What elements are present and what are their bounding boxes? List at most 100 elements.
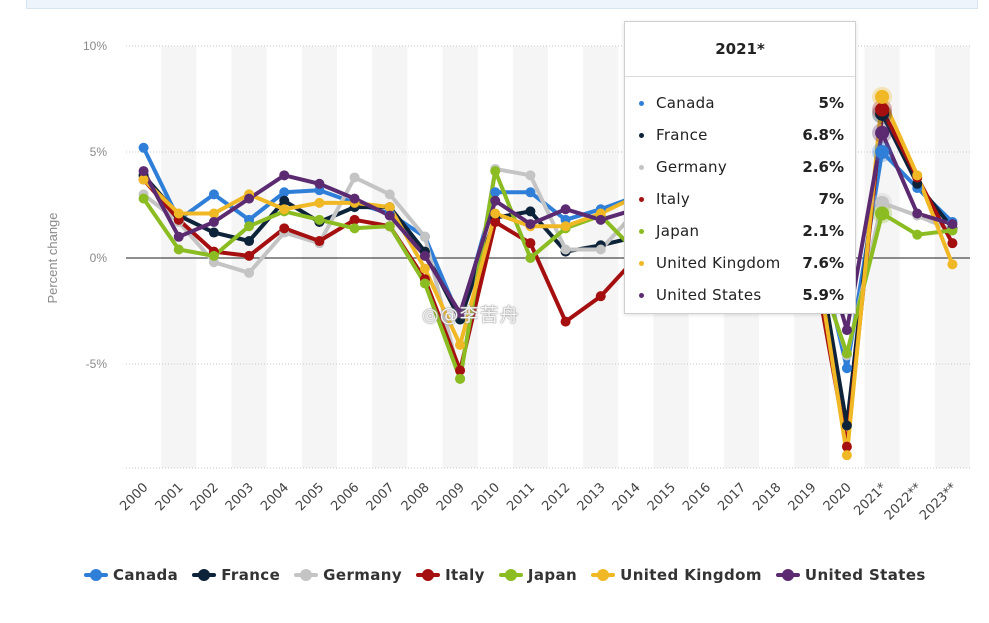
tooltip-row-germany: Germany 2.6% bbox=[639, 155, 844, 179]
tooltip-series-value: 2.1% bbox=[802, 222, 844, 240]
data-point bbox=[314, 214, 325, 225]
x-tick-label: 2005 bbox=[293, 480, 327, 514]
data-point bbox=[560, 221, 571, 232]
data-point bbox=[244, 193, 255, 204]
legend-marker-icon bbox=[294, 569, 319, 581]
legend-label: Canada bbox=[113, 566, 179, 584]
legend-item-italy[interactable]: Italy bbox=[416, 566, 485, 584]
data-point bbox=[208, 250, 219, 261]
data-point bbox=[279, 195, 290, 206]
tooltip-row-japan: Japan 2.1% bbox=[639, 219, 844, 243]
legend-label: United Kingdom bbox=[620, 566, 762, 584]
data-point bbox=[841, 348, 852, 359]
data-point bbox=[841, 363, 852, 374]
data-point bbox=[525, 206, 536, 217]
data-point bbox=[419, 263, 430, 274]
x-tick-label: 2014 bbox=[610, 480, 644, 514]
data-point bbox=[912, 229, 923, 240]
data-point bbox=[912, 170, 923, 181]
series-dot-icon bbox=[639, 292, 644, 298]
x-tick-label: 2001 bbox=[153, 480, 187, 514]
legend-item-france[interactable]: France bbox=[192, 566, 280, 584]
data-point bbox=[875, 145, 890, 159]
series-dot-icon bbox=[639, 164, 644, 170]
legend-label: Italy bbox=[445, 566, 485, 584]
data-point bbox=[384, 210, 395, 221]
tooltip-series-name: United States bbox=[656, 286, 762, 304]
data-point bbox=[841, 450, 852, 461]
data-point bbox=[138, 142, 149, 153]
x-tick-label: 2009 bbox=[434, 480, 468, 514]
x-tick-label: 2017 bbox=[715, 480, 749, 514]
data-point bbox=[595, 214, 606, 225]
legend-item-japan[interactable]: Japan bbox=[498, 566, 577, 584]
data-point bbox=[349, 193, 360, 204]
x-tick-label: 2012 bbox=[539, 480, 573, 514]
tooltip-series-name: Italy bbox=[656, 190, 691, 208]
tooltip-row-france: France 6.8% bbox=[639, 123, 844, 147]
data-point bbox=[947, 259, 958, 270]
tooltip-series-name: United Kingdom bbox=[656, 254, 781, 272]
tooltip-row-italy: Italy 7% bbox=[639, 187, 844, 211]
tooltip-row-united-states: United States 5.9% bbox=[639, 283, 844, 307]
data-point bbox=[208, 227, 219, 238]
x-tick-label: 2015 bbox=[645, 480, 679, 514]
x-tick-label: 2016 bbox=[680, 480, 714, 514]
data-point bbox=[875, 102, 890, 117]
data-point bbox=[173, 208, 184, 219]
x-tick-label: 2023** bbox=[917, 480, 961, 524]
data-point bbox=[595, 244, 606, 255]
x-tick-label: 2020 bbox=[821, 480, 855, 514]
x-tick-label: 2010 bbox=[469, 480, 503, 514]
tooltip-series-value: 5.9% bbox=[802, 286, 844, 304]
legend-label: France bbox=[221, 566, 281, 584]
data-point bbox=[947, 219, 958, 230]
data-point bbox=[208, 189, 219, 200]
data-point bbox=[560, 244, 571, 255]
x-tick-label: 2011 bbox=[504, 480, 538, 514]
x-tick-label: 2002 bbox=[188, 480, 222, 514]
x-tick-label: 2013 bbox=[575, 480, 609, 514]
data-point bbox=[384, 221, 395, 232]
data-point bbox=[279, 170, 290, 181]
data-point bbox=[525, 170, 536, 181]
legend-marker-icon bbox=[775, 569, 800, 581]
data-point bbox=[455, 365, 466, 376]
data-point bbox=[314, 197, 325, 208]
series-dot-icon bbox=[639, 132, 644, 138]
series-dot-icon bbox=[639, 228, 644, 234]
tooltip-series-value: 7% bbox=[818, 190, 844, 208]
legend-item-united-states[interactable]: United States bbox=[775, 566, 926, 584]
data-point bbox=[875, 195, 890, 210]
data-point bbox=[912, 208, 923, 219]
data-point bbox=[349, 214, 360, 225]
data-point bbox=[875, 125, 890, 140]
data-point bbox=[947, 238, 958, 249]
tooltip-row-united-kingdom: United Kingdom 7.6% bbox=[639, 251, 844, 275]
x-tick-label: 2006 bbox=[328, 480, 362, 514]
tooltip-series-name: Canada bbox=[656, 94, 715, 112]
x-tick-label: 2000 bbox=[117, 480, 151, 514]
legend-marker-icon bbox=[591, 569, 616, 581]
data-point bbox=[525, 219, 536, 230]
legend-item-united-kingdom[interactable]: United Kingdom bbox=[591, 566, 762, 584]
weibo-icon: ◎ bbox=[422, 304, 440, 326]
legend-item-canada[interactable]: Canada bbox=[84, 566, 178, 584]
data-point bbox=[208, 208, 219, 219]
data-point bbox=[490, 216, 501, 227]
y-tick-label: 10% bbox=[83, 39, 107, 53]
watermark: ◎@李苦舟 bbox=[422, 300, 520, 327]
tooltip-series-value: 5% bbox=[818, 94, 844, 112]
data-point bbox=[279, 223, 290, 234]
data-point bbox=[419, 278, 430, 289]
data-point bbox=[279, 187, 290, 198]
data-point bbox=[525, 238, 536, 249]
y-tick-label: 0% bbox=[90, 251, 108, 265]
data-point bbox=[244, 236, 255, 247]
x-tick-label: 2007 bbox=[364, 480, 398, 514]
data-point bbox=[314, 178, 325, 189]
tooltip-series-value: 2.6% bbox=[802, 158, 844, 176]
legend-item-germany[interactable]: Germany bbox=[294, 566, 402, 584]
tooltip-series-name: Japan bbox=[656, 222, 700, 240]
legend-marker-icon bbox=[498, 569, 523, 581]
